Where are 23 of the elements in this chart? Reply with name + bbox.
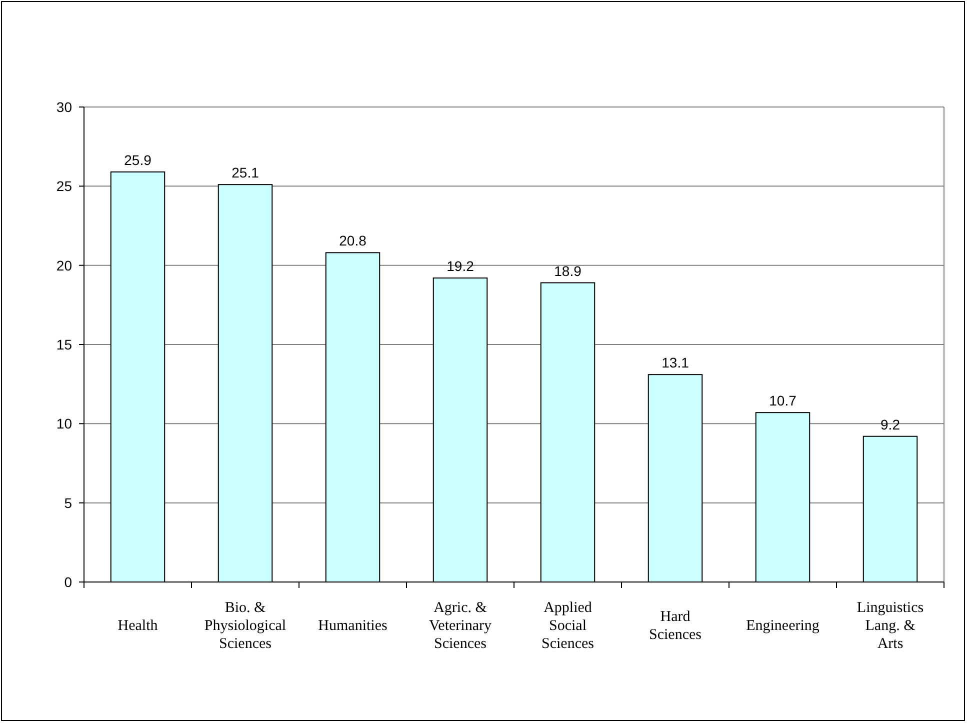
y-tick-label: 5 [64, 494, 72, 511]
data-label: 19.2 [446, 258, 474, 274]
x-tick-label: Humanities [318, 618, 388, 634]
y-tick-label: 15 [56, 336, 72, 352]
x-tick-label: Engineering [746, 618, 820, 634]
data-label: 10.7 [769, 392, 797, 409]
y-tick-label: 10 [56, 416, 72, 432]
data-label: 25.1 [232, 164, 260, 181]
data-label: 9.2 [880, 416, 900, 432]
data-label: 20.8 [339, 232, 367, 249]
x-tick-label: Agric. & Veterinary Sciences [429, 600, 492, 652]
data-label: 18.9 [554, 262, 582, 279]
x-tick-label: Applied Social Sciences [542, 600, 594, 652]
x-tick-label: Bio. & Physiological Sciences [204, 600, 286, 652]
y-tick-label: 20 [56, 257, 72, 274]
y-tick-label: 25 [56, 178, 72, 194]
x-tick-label: Linguistics Lang. & Arts [856, 600, 924, 652]
x-tick-label: Hard Sciences [649, 609, 702, 643]
x-tick-label: Health [118, 618, 158, 634]
y-tick-label: 30 [56, 99, 72, 115]
data-label: 25.9 [124, 152, 152, 168]
data-label: 13.1 [662, 354, 690, 371]
y-tick-label: 0 [64, 574, 72, 590]
